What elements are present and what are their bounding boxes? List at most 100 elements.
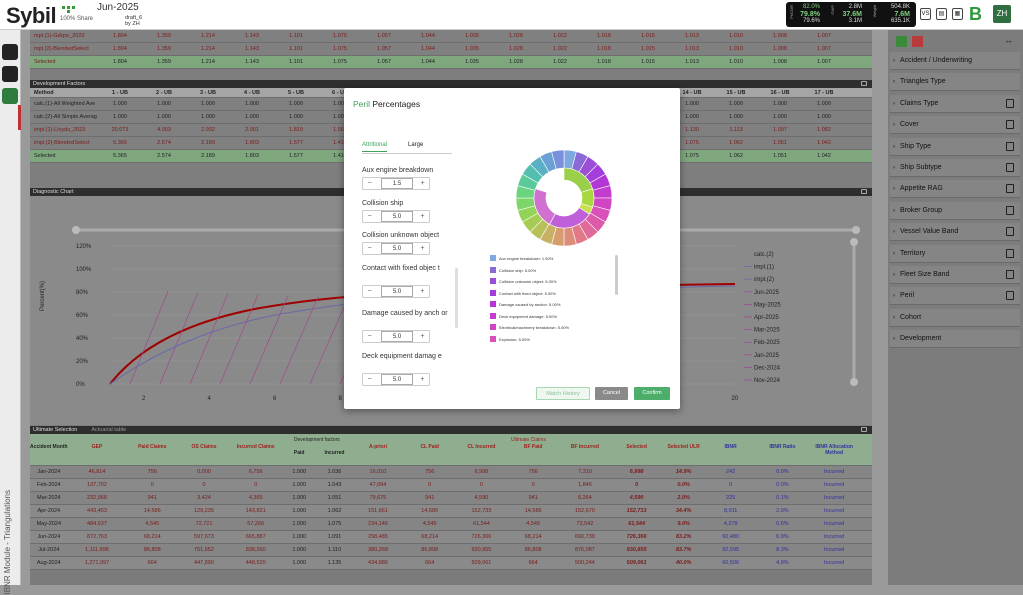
app-logo[interactable]: Sybil bbox=[6, 3, 56, 29]
vslider-handle-top[interactable] bbox=[850, 238, 858, 246]
table-cell[interactable]: 2.001 bbox=[230, 124, 274, 137]
table-cell[interactable]: 1.000 bbox=[186, 98, 230, 111]
legend-item[interactable]: Explosion: 5.00% bbox=[490, 336, 530, 344]
table-cell[interactable]: 6,998 bbox=[611, 466, 663, 479]
legend-item[interactable]: Collision unknown object: 5.00% bbox=[490, 278, 557, 286]
table-cell[interactable]: 1.113 bbox=[714, 124, 758, 137]
legend-entry[interactable]: Jun-2025 bbox=[754, 290, 780, 296]
edit-icon[interactable] bbox=[1006, 291, 1014, 300]
table-cell[interactable]: 1.000 bbox=[98, 111, 142, 124]
grid-icon[interactable]: ▦ bbox=[952, 8, 963, 20]
table-cell[interactable]: 1.082 bbox=[802, 124, 846, 137]
legend-entry[interactable]: Mar-2025 bbox=[754, 328, 780, 334]
gear-icon[interactable] bbox=[2, 44, 18, 60]
table-cell[interactable]: 61,544 bbox=[611, 518, 663, 531]
edit-icon[interactable] bbox=[1006, 163, 1014, 172]
table-cell[interactable]: 152,733 bbox=[611, 505, 663, 518]
decrement-button[interactable]: − bbox=[363, 178, 376, 189]
filter-item[interactable]: › Claims Type bbox=[890, 95, 1020, 113]
decrement-button[interactable]: − bbox=[363, 243, 376, 254]
table-cell[interactable]: 1.000 bbox=[186, 111, 230, 124]
method-header[interactable]: Method bbox=[34, 88, 94, 98]
legend-item[interactable]: Damage caused by anchor: 5.00% bbox=[490, 301, 560, 309]
table-cell[interactable]: 1.819 bbox=[274, 124, 318, 137]
filter-item[interactable]: › Vessel Value Band bbox=[890, 223, 1020, 241]
table-cell[interactable]: 1.000 bbox=[142, 98, 186, 111]
peril-value-input[interactable]: 5.0 bbox=[381, 286, 413, 297]
filter-item[interactable]: › Cohort bbox=[890, 309, 1020, 327]
legend-scrollbar[interactable] bbox=[615, 255, 618, 295]
table-cell[interactable]: 1.000 bbox=[758, 111, 802, 124]
legend-entry[interactable]: Dec-2024 bbox=[754, 365, 781, 371]
confirm-button[interactable]: Confirm bbox=[634, 387, 670, 400]
table-cell[interactable]: 726,366 bbox=[611, 531, 663, 544]
table-cell[interactable]: 2.574 bbox=[142, 137, 186, 150]
decrement-button[interactable]: − bbox=[363, 374, 376, 385]
legend-entry[interactable]: impl.(2) bbox=[754, 277, 774, 283]
table-cell[interactable]: 1.042 bbox=[802, 137, 846, 150]
table-cell[interactable]: 1.000 bbox=[802, 98, 846, 111]
b-button[interactable]: B bbox=[969, 4, 982, 25]
filter-item[interactable]: › Cover bbox=[890, 116, 1020, 134]
increment-button[interactable]: + bbox=[416, 243, 429, 254]
table-cell[interactable]: 0 bbox=[611, 479, 663, 492]
peril-stepper[interactable]: − 5.0 + bbox=[362, 330, 430, 343]
module-icon[interactable] bbox=[2, 88, 18, 104]
fields-scrollbar[interactable] bbox=[455, 268, 458, 328]
table-cell[interactable]: 2.189 bbox=[186, 137, 230, 150]
filter-item[interactable]: › Broker Group bbox=[890, 202, 1020, 220]
match-history-button[interactable]: Match History bbox=[536, 387, 590, 400]
range-handle-left[interactable] bbox=[72, 226, 80, 234]
peril-stepper[interactable]: − 5.0 + bbox=[362, 285, 430, 298]
table-cell[interactable]: 1.062 bbox=[714, 150, 758, 163]
peril-stepper[interactable]: − 5.0 + bbox=[362, 373, 430, 386]
edit-icon[interactable] bbox=[1006, 142, 1014, 151]
edit-icon[interactable] bbox=[1006, 227, 1014, 236]
table-cell[interactable]: 1.577 bbox=[274, 150, 318, 163]
filter-item[interactable]: › Ship Type bbox=[890, 138, 1020, 156]
legend-entry[interactable]: Feb-2025 bbox=[754, 340, 780, 346]
tab-large[interactable]: Large bbox=[408, 142, 423, 148]
table-cell[interactable]: 1.000 bbox=[274, 111, 318, 124]
leaf-icon[interactable] bbox=[2, 66, 18, 82]
legend-item[interactable]: Electrical/machinery breakdown: 5.00% bbox=[490, 324, 569, 332]
table-cell[interactable]: 5.365 bbox=[98, 137, 142, 150]
table-cell[interactable]: 1.062 bbox=[714, 137, 758, 150]
peril-value-input[interactable]: 5.0 bbox=[381, 243, 413, 254]
edit-icon[interactable] bbox=[1006, 249, 1014, 258]
table-cell[interactable]: 1.000 bbox=[230, 111, 274, 124]
table-cell[interactable]: 20.073 bbox=[98, 124, 142, 137]
user-avatar[interactable]: ZH bbox=[993, 5, 1011, 23]
filter-item[interactable]: › Peril bbox=[890, 287, 1020, 305]
table-cell[interactable]: 930,855 bbox=[611, 544, 663, 557]
lock-icon[interactable] bbox=[861, 427, 867, 432]
period-selector[interactable]: Jun-2025 bbox=[97, 2, 139, 13]
table-cell[interactable]: 1.000 bbox=[802, 111, 846, 124]
peril-stepper[interactable]: − 5.0 + bbox=[362, 210, 430, 223]
table-cell[interactable]: 1.000 bbox=[98, 98, 142, 111]
filter-item[interactable]: › Triangles Type bbox=[890, 73, 1020, 91]
decrement-button[interactable]: − bbox=[363, 331, 376, 342]
vs-button[interactable]: VS bbox=[920, 8, 931, 20]
table-cell[interactable]: 2.189 bbox=[186, 150, 230, 163]
legend-entry[interactable]: calc.(2) bbox=[754, 252, 774, 258]
table-cell[interactable]: 1.097 bbox=[758, 124, 802, 137]
vslider-handle-bottom[interactable] bbox=[850, 378, 858, 386]
document-icon[interactable]: ▤ bbox=[936, 8, 947, 20]
table-cell[interactable]: 1.051 bbox=[758, 150, 802, 163]
legend-item[interactable]: Deck equipment damage: 5.00% bbox=[490, 313, 557, 321]
table-cell[interactable]: 4.003 bbox=[142, 124, 186, 137]
expand-icon[interactable]: ↔ bbox=[1004, 35, 1013, 45]
table-cell[interactable]: 1.577 bbox=[274, 137, 318, 150]
peril-value-input[interactable]: 5.0 bbox=[381, 331, 413, 342]
edit-icon[interactable] bbox=[1006, 270, 1014, 279]
table-cell[interactable]: 4,590 bbox=[611, 492, 663, 505]
cancel-button[interactable]: Cancel bbox=[595, 387, 628, 400]
increment-button[interactable]: + bbox=[416, 374, 429, 385]
remove-filter-button[interactable] bbox=[912, 36, 923, 47]
filter-item[interactable]: › Fleet Size Band bbox=[890, 266, 1020, 284]
filter-item[interactable]: › Appetite RAG bbox=[890, 180, 1020, 198]
table-cell[interactable]: 1.803 bbox=[230, 150, 274, 163]
table-cell[interactable]: 1.000 bbox=[714, 98, 758, 111]
edit-icon[interactable] bbox=[1006, 99, 1014, 108]
